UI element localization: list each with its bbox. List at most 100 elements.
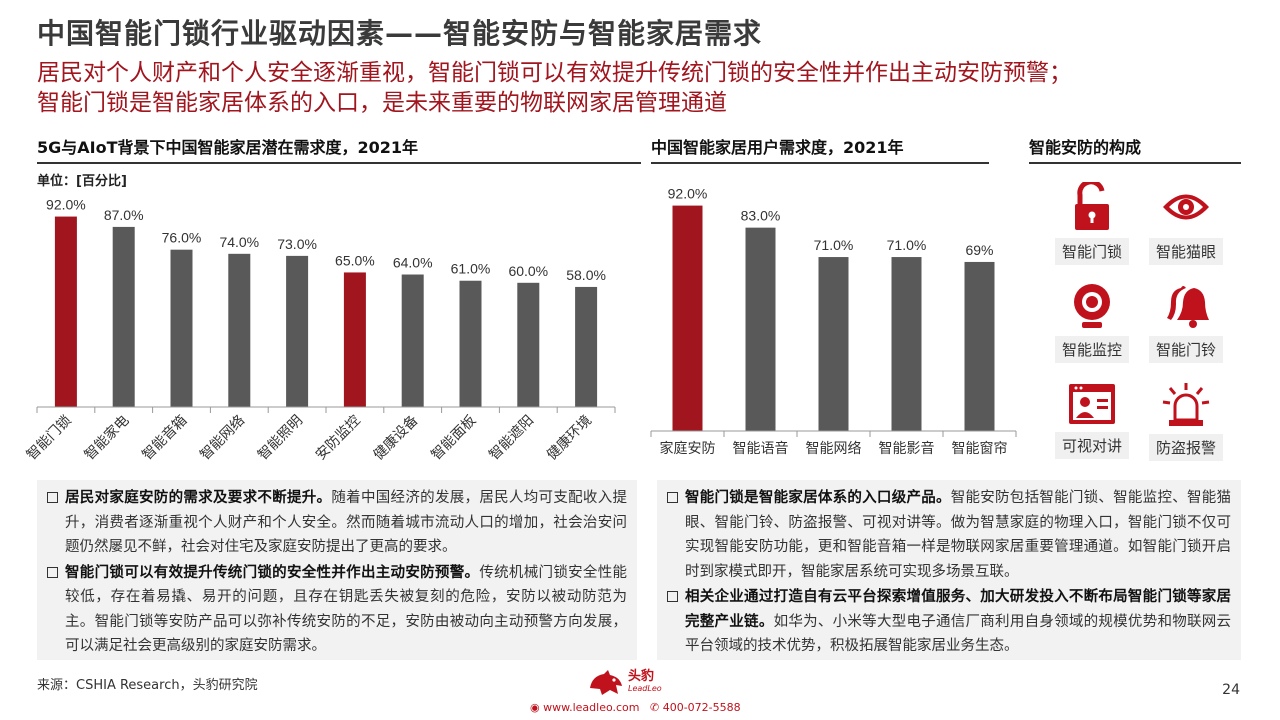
left-p2-text: 传统机械门锁安全性能较低，存在着易撬、易开的问题，且存在钥匙丢失被复刻的危险，安… [65,564,628,655]
left-p1-bold: 居民对家庭安防的需求及要求不断提升。 [65,490,332,506]
left-p2-bold: 智能门锁可以有效提升传统门锁的安全性并作出主动安防预警。 [65,564,480,581]
bar-智能家电 [112,226,135,407]
right-paragraph-1: 智能门锁是智能家居体系的入口级产品。智能安防包括智能门锁、智能监控、智能猫眼、智… [667,486,1231,584]
bar-智能窗帘 [964,261,995,431]
bar-value-label: 60.0% [508,263,548,279]
bar-value-label: 76.0% [162,230,202,246]
page-title: 中国智能门锁行业驱动因素——智能安防与智能家居需求 [37,17,763,50]
security-label-video-intercom: 可视对讲 [1054,432,1129,459]
page-subtitle: 居民对个人财产和个人安全逐渐重视，智能门锁可以有效提升传统门锁的安全性并作出主动… [37,58,1257,118]
bar-安防监控 [343,272,366,407]
left-paragraph-2: 智能门锁可以有效提升传统门锁的安全性并作出主动安防预警。传统机械门锁安全性能较低… [47,561,627,659]
bar-value-label: 71.0% [887,237,927,253]
category-label: 智能语音 [733,440,789,457]
bar-家庭安防 [672,205,703,431]
left-p1-text: 随着中国经济的发展，居民人均可支配收入提升，消费者逐渐重视个人财产和个人安全。然… [65,490,628,555]
security-label-smart-doorbell: 智能门铃 [1148,336,1223,363]
bar-智能语音 [745,227,776,431]
right-p2-bold: 相关企业通过打造自有云平台探索增值服务、加大研发投入不断布局智能门锁等家居完整产… [685,589,1231,630]
category-label: 智能门锁 [24,413,75,464]
website-link[interactable]: www.leadleo.com [543,701,640,714]
category-label: 智能音箱 [139,412,191,464]
security-item-smart-peephole: 智能猫眼 [1146,182,1226,265]
bar-智能网络 [818,257,849,431]
category-label: 智能影音 [879,440,935,457]
eye-icon [1163,194,1209,220]
leopard-logo-icon [590,670,622,695]
bar-健康环境 [575,286,598,407]
right-text-box: 智能门锁是智能家居体系的入口级产品。智能安防包括智能门锁、智能监控、智能猫眼、智… [657,480,1241,660]
mid-chart-title: 中国智能家居用户需求度，2021年 [651,134,989,164]
padlock-icon [1075,182,1109,230]
right-p2-text: 如华为、小米等大型电子通信厂商利用自身领域的规模优势和物联网云平台领域的技术优势… [685,613,1232,655]
category-label: 智能家电 [81,412,133,464]
right-p1-bold: 智能门锁是智能家居体系的入口级产品。 [685,490,951,506]
bar-value-label: 69% [965,242,993,258]
security-item-smart-doorbell: 智能门铃 [1146,282,1226,363]
category-label: 家庭安防 [660,440,716,457]
category-label: 智能面板 [428,413,479,464]
bar-智能网络 [228,253,251,407]
bar-智能遮阳 [517,282,540,407]
category-label: 健康环境 [543,412,595,464]
category-label: 安防监控 [313,413,364,464]
bar-value-label: 65.0% [335,252,375,268]
bar-智能面板 [459,280,482,407]
bar-value-label: 74.0% [219,234,259,250]
category-label: 智能遮阳 [486,413,537,464]
security-label-smart-peephole: 智能猫眼 [1148,238,1223,265]
bar-value-label: 73.0% [277,236,317,252]
bar-智能门锁 [54,216,77,407]
checkbox-bullet-icon [667,591,678,602]
contact-info: ◉ www.leadleo.com ✆ 400-072-5588 [530,701,741,714]
category-label: 智能网络 [806,441,862,457]
category-label: 智能网络 [197,413,248,464]
left-paragraph-1: 居民对家庭安防的需求及要求不断提升。随着中国经济的发展，居民人均可支配收入提升，… [47,486,627,560]
bar-value-label: 64.0% [393,255,433,271]
security-section-title: 智能安防的构成 [1029,134,1241,164]
checkbox-bullet-icon [47,566,58,578]
bar-value-label: 92.0% [668,186,708,202]
alarm-light-icon [1162,383,1210,426]
bar-value-label: 92.0% [46,197,86,213]
category-label: 健康设备 [370,412,422,464]
right-paragraph-2: 相关企业通过打造自有云平台探索增值服务、加大研发投入不断布局智能门锁等家居完整产… [667,585,1231,659]
bell-icon [1167,286,1209,328]
left-chart-title: 5G与AIoT背景下中国智能家居潜在需求度，2021年 [37,134,641,164]
video-intercom-icon [1069,384,1115,424]
security-label-smart-monitor: 智能监控 [1054,336,1129,363]
left-text-box: 居民对家庭安防的需求及要求不断提升。随着中国经济的发展，居民人均可支配收入提升，… [37,480,637,660]
subtitle-line-2: 智能门锁是智能家居体系的入口，是未来重要的物联网家居管理通道 [37,90,727,116]
category-label: 智能窗帘 [952,440,1008,457]
logo-cn: 头豹 [628,669,655,684]
phone-icon: ✆ [649,701,660,714]
security-item-smart-lock: 智能门锁 [1052,182,1132,265]
checkbox-bullet-icon [667,492,678,503]
security-item-video-intercom: 可视对讲 [1052,382,1132,459]
category-label: 智能照明 [255,413,306,464]
logo-en: LeadLeo [628,684,662,693]
security-label-smart-lock: 智能门锁 [1054,238,1129,265]
security-label-burglar-alarm: 防盗报警 [1148,434,1223,461]
phone-number: 400-072-5588 [662,701,741,714]
bar-健康设备 [401,274,424,407]
subtitle-line-1: 居民对个人财产和个人安全逐渐重视，智能门锁可以有效提升传统门锁的安全性并作出主动… [37,60,1072,86]
bar-value-label: 61.0% [451,261,491,277]
checkbox-bullet-icon [47,492,58,503]
bar-value-label: 71.0% [814,237,854,253]
page-number: 24 [1222,682,1240,698]
source-note: 来源：CSHIA Research，头豹研究院 [37,678,258,693]
right-p1-text: 智能安防包括智能门锁、智能监控、智能猫眼、智能门铃、防盗报警、可视对讲等。做为智… [685,490,1231,580]
bar-value-label: 58.0% [566,267,606,283]
bar-智能照明 [286,255,309,407]
bar-智能音箱 [170,249,193,407]
bar-智能影音 [891,257,922,431]
leadleo-logo: 头豹 LeadLeo [588,668,662,698]
left-bar-chart: 92.0% 智能门锁 87.0% 智能家电 76.0% 智能音箱 74.0% 智能网络 73.0… [24,197,616,464]
mid-bar-chart: 92.0% 家庭安防 83.0% 智能语音 71.0% 智能网络 71.0% 智能影音 69% 智… [650,186,1017,457]
globe-icon: ◉ [530,701,540,714]
logo-text: 头豹 LeadLeo [628,669,662,695]
webcam-icon [1074,284,1110,328]
bar-value-label: 83.0% [741,208,781,224]
security-item-smart-monitor: 智能监控 [1052,282,1132,363]
